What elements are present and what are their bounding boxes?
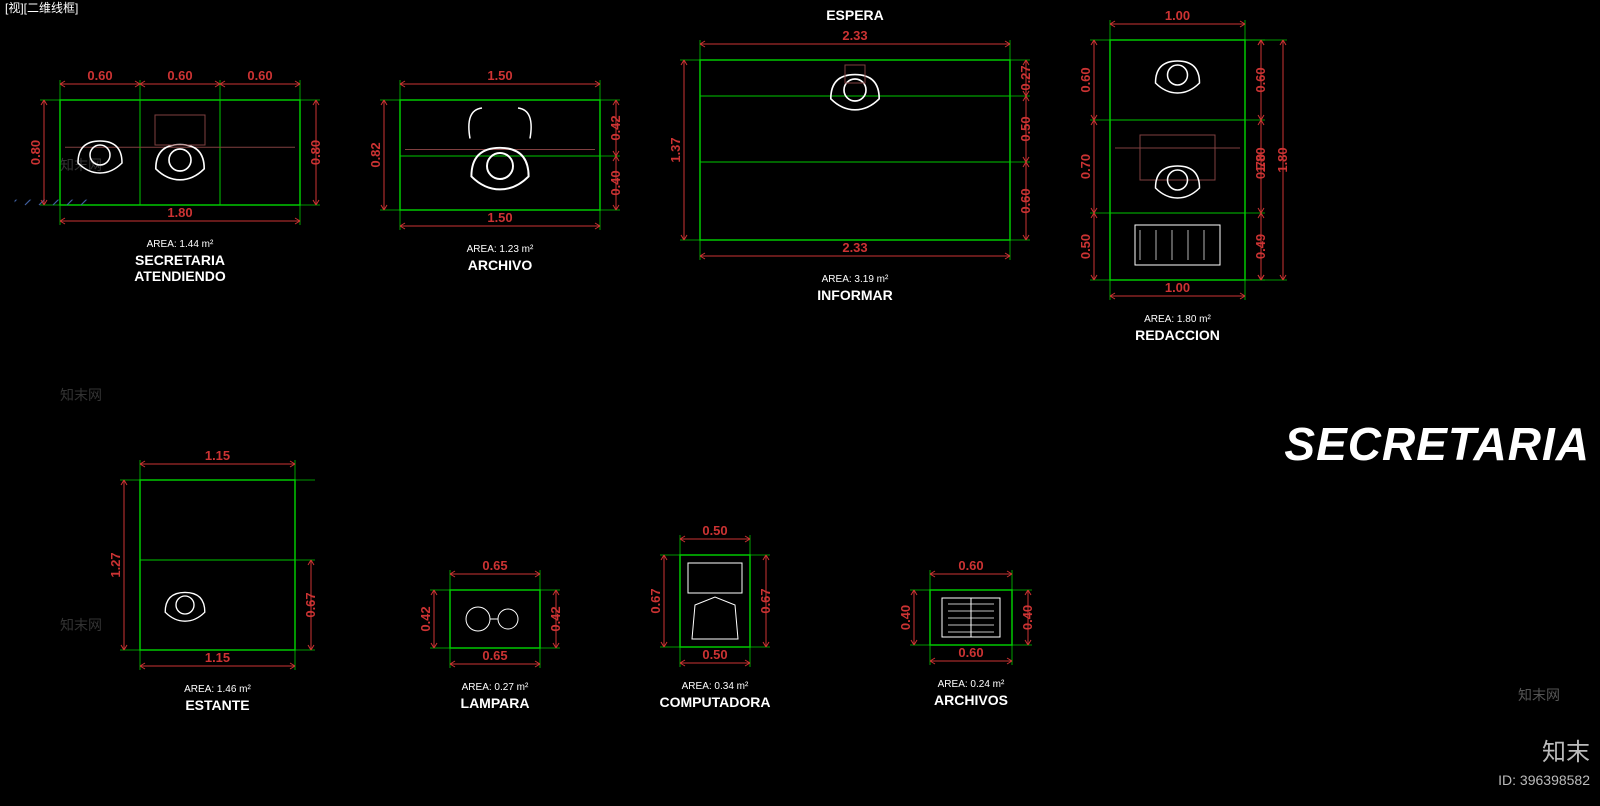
header-espera: ESPERA xyxy=(826,7,884,23)
dim-text: 1.00 xyxy=(1165,280,1190,295)
dim-text: 1.15 xyxy=(205,448,230,463)
area-label: AREA: 1.46 m² xyxy=(184,684,251,695)
box-outline xyxy=(1110,40,1245,280)
block-informar: 2.332.331.370.270.500.60AREA: 3.19 m²INF… xyxy=(668,28,1033,303)
dim-text: 2.33 xyxy=(842,28,867,43)
block-title: ESTANTE xyxy=(185,697,249,713)
dim-text: 0.60 xyxy=(958,558,983,573)
box-outline xyxy=(140,480,295,650)
dim-text: 0.60 xyxy=(247,68,272,83)
dim-text: 0.50 xyxy=(702,523,727,538)
area-label: AREA: 3.19 m² xyxy=(822,274,889,285)
block-title: REDACCION xyxy=(1135,327,1220,343)
dim-text: 0.65 xyxy=(482,648,507,663)
dim-text: 1.50 xyxy=(487,210,512,225)
dim-text: 2.33 xyxy=(842,240,867,255)
area-label: AREA: 0.24 m² xyxy=(938,679,1005,690)
dim-text: 0.60 xyxy=(1078,67,1093,92)
block-archivo: 1.501.500.820.420.40AREA: 1.23 m²ARCHIVO xyxy=(368,68,623,273)
block-archivos: 0.600.600.400.40AREA: 0.24 m²ARCHIVOS xyxy=(898,558,1035,708)
watermark-id: ID: 396398582 xyxy=(1498,772,1590,788)
block-computadora: 0.500.500.670.67AREA: 0.34 m²COMPUTADORA xyxy=(648,523,773,710)
area-label: AREA: 0.34 m² xyxy=(682,681,749,692)
dim-text: 1.80 xyxy=(167,205,192,220)
area-label: AREA: 1.80 m² xyxy=(1144,314,1211,325)
viewport-label: [视][二维线框] xyxy=(5,0,78,15)
block-title: COMPUTADORA xyxy=(660,694,771,710)
block-title: ATENDIENDO xyxy=(134,268,226,284)
dim-text: 0.60 xyxy=(87,68,112,83)
block-title: LAMPARA xyxy=(461,695,530,711)
title-secretaria: SECRETARIA xyxy=(1284,418,1590,470)
bg-watermark: 知末网 xyxy=(60,617,102,633)
block-lampara: 0.650.650.420.42AREA: 0.27 m²LAMPARA xyxy=(418,558,563,711)
block-title: ARCHIVOS xyxy=(934,692,1008,708)
bg-watermark: 知末网 xyxy=(1518,687,1560,703)
dim-text: 0.42 xyxy=(418,606,433,631)
dim-text: 0.40 xyxy=(898,605,913,630)
block-redaccion: 1.001.001.800.600.700.500.600.700.491.80… xyxy=(1078,8,1290,343)
area-label: AREA: 1.44 m² xyxy=(147,239,214,250)
box-outline xyxy=(60,100,300,205)
dim-text: 0.50 xyxy=(1078,234,1093,259)
dim-text: 1.50 xyxy=(487,68,512,83)
watermark-brand: 知末 xyxy=(1542,739,1590,766)
dim-text: 0.80 xyxy=(28,140,43,165)
dim-text: 0.50 xyxy=(702,647,727,662)
dim-text: 0.70 xyxy=(1078,154,1093,179)
dim-text: 1.00 xyxy=(1165,8,1190,23)
dim-text: 0.67 xyxy=(648,588,663,613)
block-secretaria_atendiendo: 0.600.600.601.800.800.80AREA: 1.44 m²SEC… xyxy=(28,68,323,284)
bg-watermark: 知末网 xyxy=(60,387,102,403)
box-outline xyxy=(700,60,1010,240)
dim-text: 0.82 xyxy=(368,142,383,167)
box-outline xyxy=(400,100,600,210)
area-label: AREA: 0.27 m² xyxy=(462,682,529,693)
block-title: ARCHIVO xyxy=(468,257,533,273)
block-estante: 1.151.151.270.67AREA: 1.46 m²ESTANTE xyxy=(108,448,318,713)
dim-text: 1.37 xyxy=(668,137,683,162)
dim-text: 1.15 xyxy=(205,650,230,665)
area-label: AREA: 1.23 m² xyxy=(467,244,534,255)
dim-text: 0.65 xyxy=(482,558,507,573)
box-outline xyxy=(680,555,750,647)
dim-text: 0.60 xyxy=(167,68,192,83)
block-title: INFORMAR xyxy=(817,287,892,303)
dim-text: 0.60 xyxy=(958,645,983,660)
block-title: SECRETARIA xyxy=(135,252,225,268)
dim-text: 1.27 xyxy=(108,552,123,577)
